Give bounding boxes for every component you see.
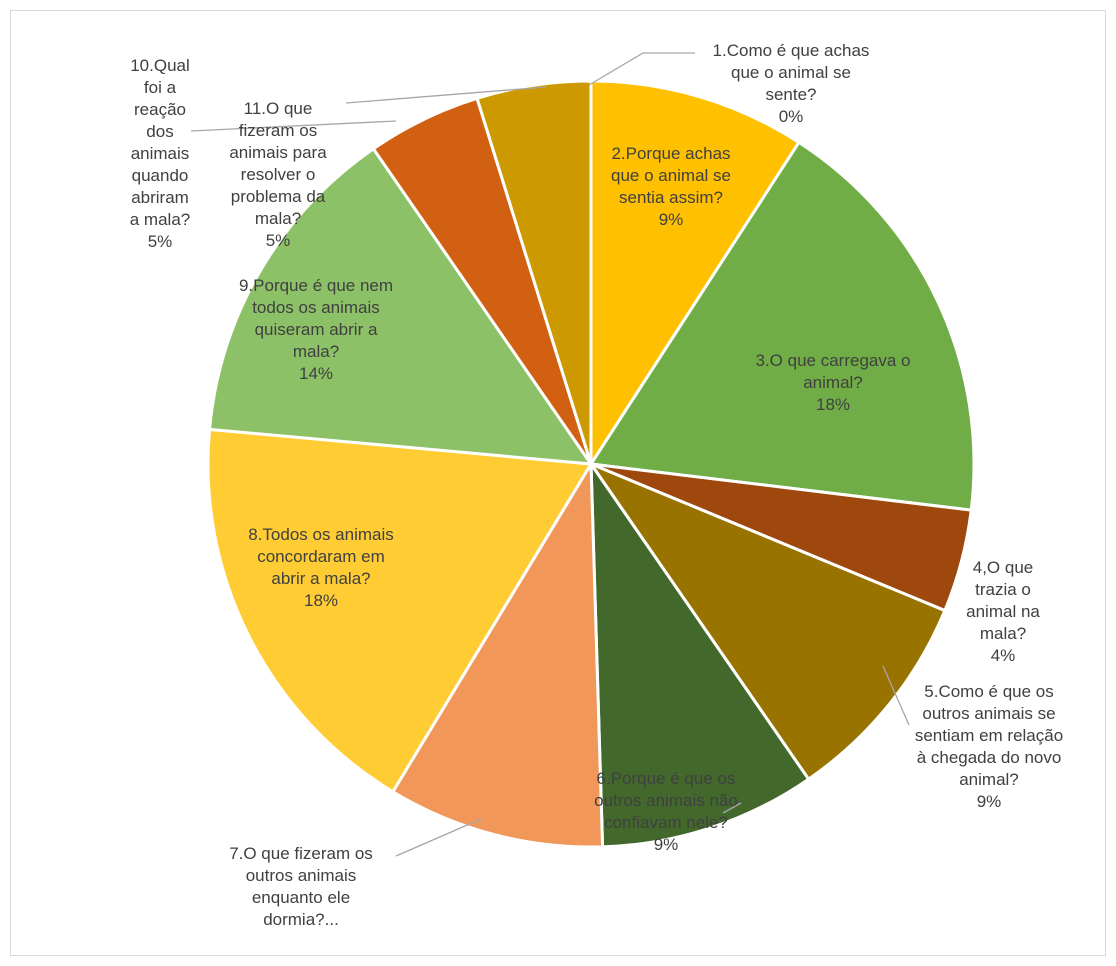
pie-slice-2 (589, 79, 801, 466)
pie-chart: 1.Como é que achas que o animal se sente? 0… (130, 41, 1063, 929)
slice-label-10: 10.Qual foi a reação dos animais quando abrira… (130, 56, 190, 251)
pie-slice-3 (589, 140, 976, 512)
slice-label-6: 6.Porque é que os outros animais não confi… (594, 769, 738, 854)
pie-slice-11 (475, 79, 593, 466)
slice-label-1: 1.Como é que achas que o animal se sente? 0… (713, 41, 870, 126)
slice-label-8: 8.Todos os animais concordaram em abrir a … (248, 525, 394, 610)
pie-slice-6 (589, 462, 811, 849)
leader-line-11 (345, 86, 547, 104)
leader-line-1 (588, 52, 695, 86)
pie-slice-8 (206, 427, 593, 794)
pie-slice-7 (391, 462, 605, 849)
slice-label-3: 3.O que carregava o animal? 18% (756, 351, 911, 414)
slice-label-11: 11.O que fizeram os animais para resolver o… (229, 99, 327, 250)
chart-frame: 1.Como é que achas que o animal se sente? 0… (10, 10, 1106, 956)
leader-line-6 (722, 802, 742, 814)
pie-slice-5 (589, 462, 947, 781)
leader-line-5 (882, 665, 910, 726)
slice-label-5: 5.Como é que os outros animais se sentiam … (915, 682, 1063, 811)
slice-label-2: 2.Porque achas que o animal se sentia assi… (611, 144, 731, 229)
slice-label-9: 9.Porque é que nem todos os animais quiser… (239, 276, 393, 383)
slice-label-4: 4,O que trazia o animal na mala? 4% (966, 558, 1040, 665)
leader-line-7 (395, 818, 482, 857)
slice-label-7: 7.O que fizeram os outros animais enquanto… (229, 844, 373, 929)
leader-line-10 (190, 120, 397, 132)
pie-slice-9 (208, 147, 593, 466)
